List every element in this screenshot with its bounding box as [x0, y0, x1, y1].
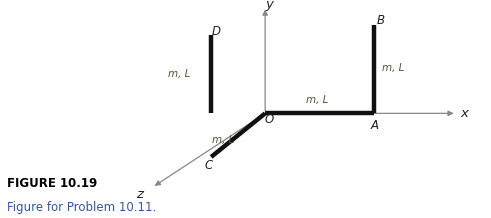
Text: A: A — [370, 119, 378, 132]
Text: m, L: m, L — [168, 69, 191, 79]
Text: z: z — [136, 187, 143, 201]
Text: m, L: m, L — [382, 63, 404, 73]
Text: FIGURE 10.19: FIGURE 10.19 — [7, 177, 98, 190]
Text: m, L: m, L — [305, 95, 328, 105]
Text: Figure for Problem 10.11.: Figure for Problem 10.11. — [7, 201, 157, 214]
Text: y: y — [265, 0, 273, 11]
Text: m, L: m, L — [212, 135, 235, 145]
Text: D: D — [212, 25, 220, 38]
Text: x: x — [460, 107, 468, 120]
Text: C: C — [205, 159, 213, 172]
Text: O: O — [265, 113, 273, 126]
Text: B: B — [377, 14, 384, 27]
